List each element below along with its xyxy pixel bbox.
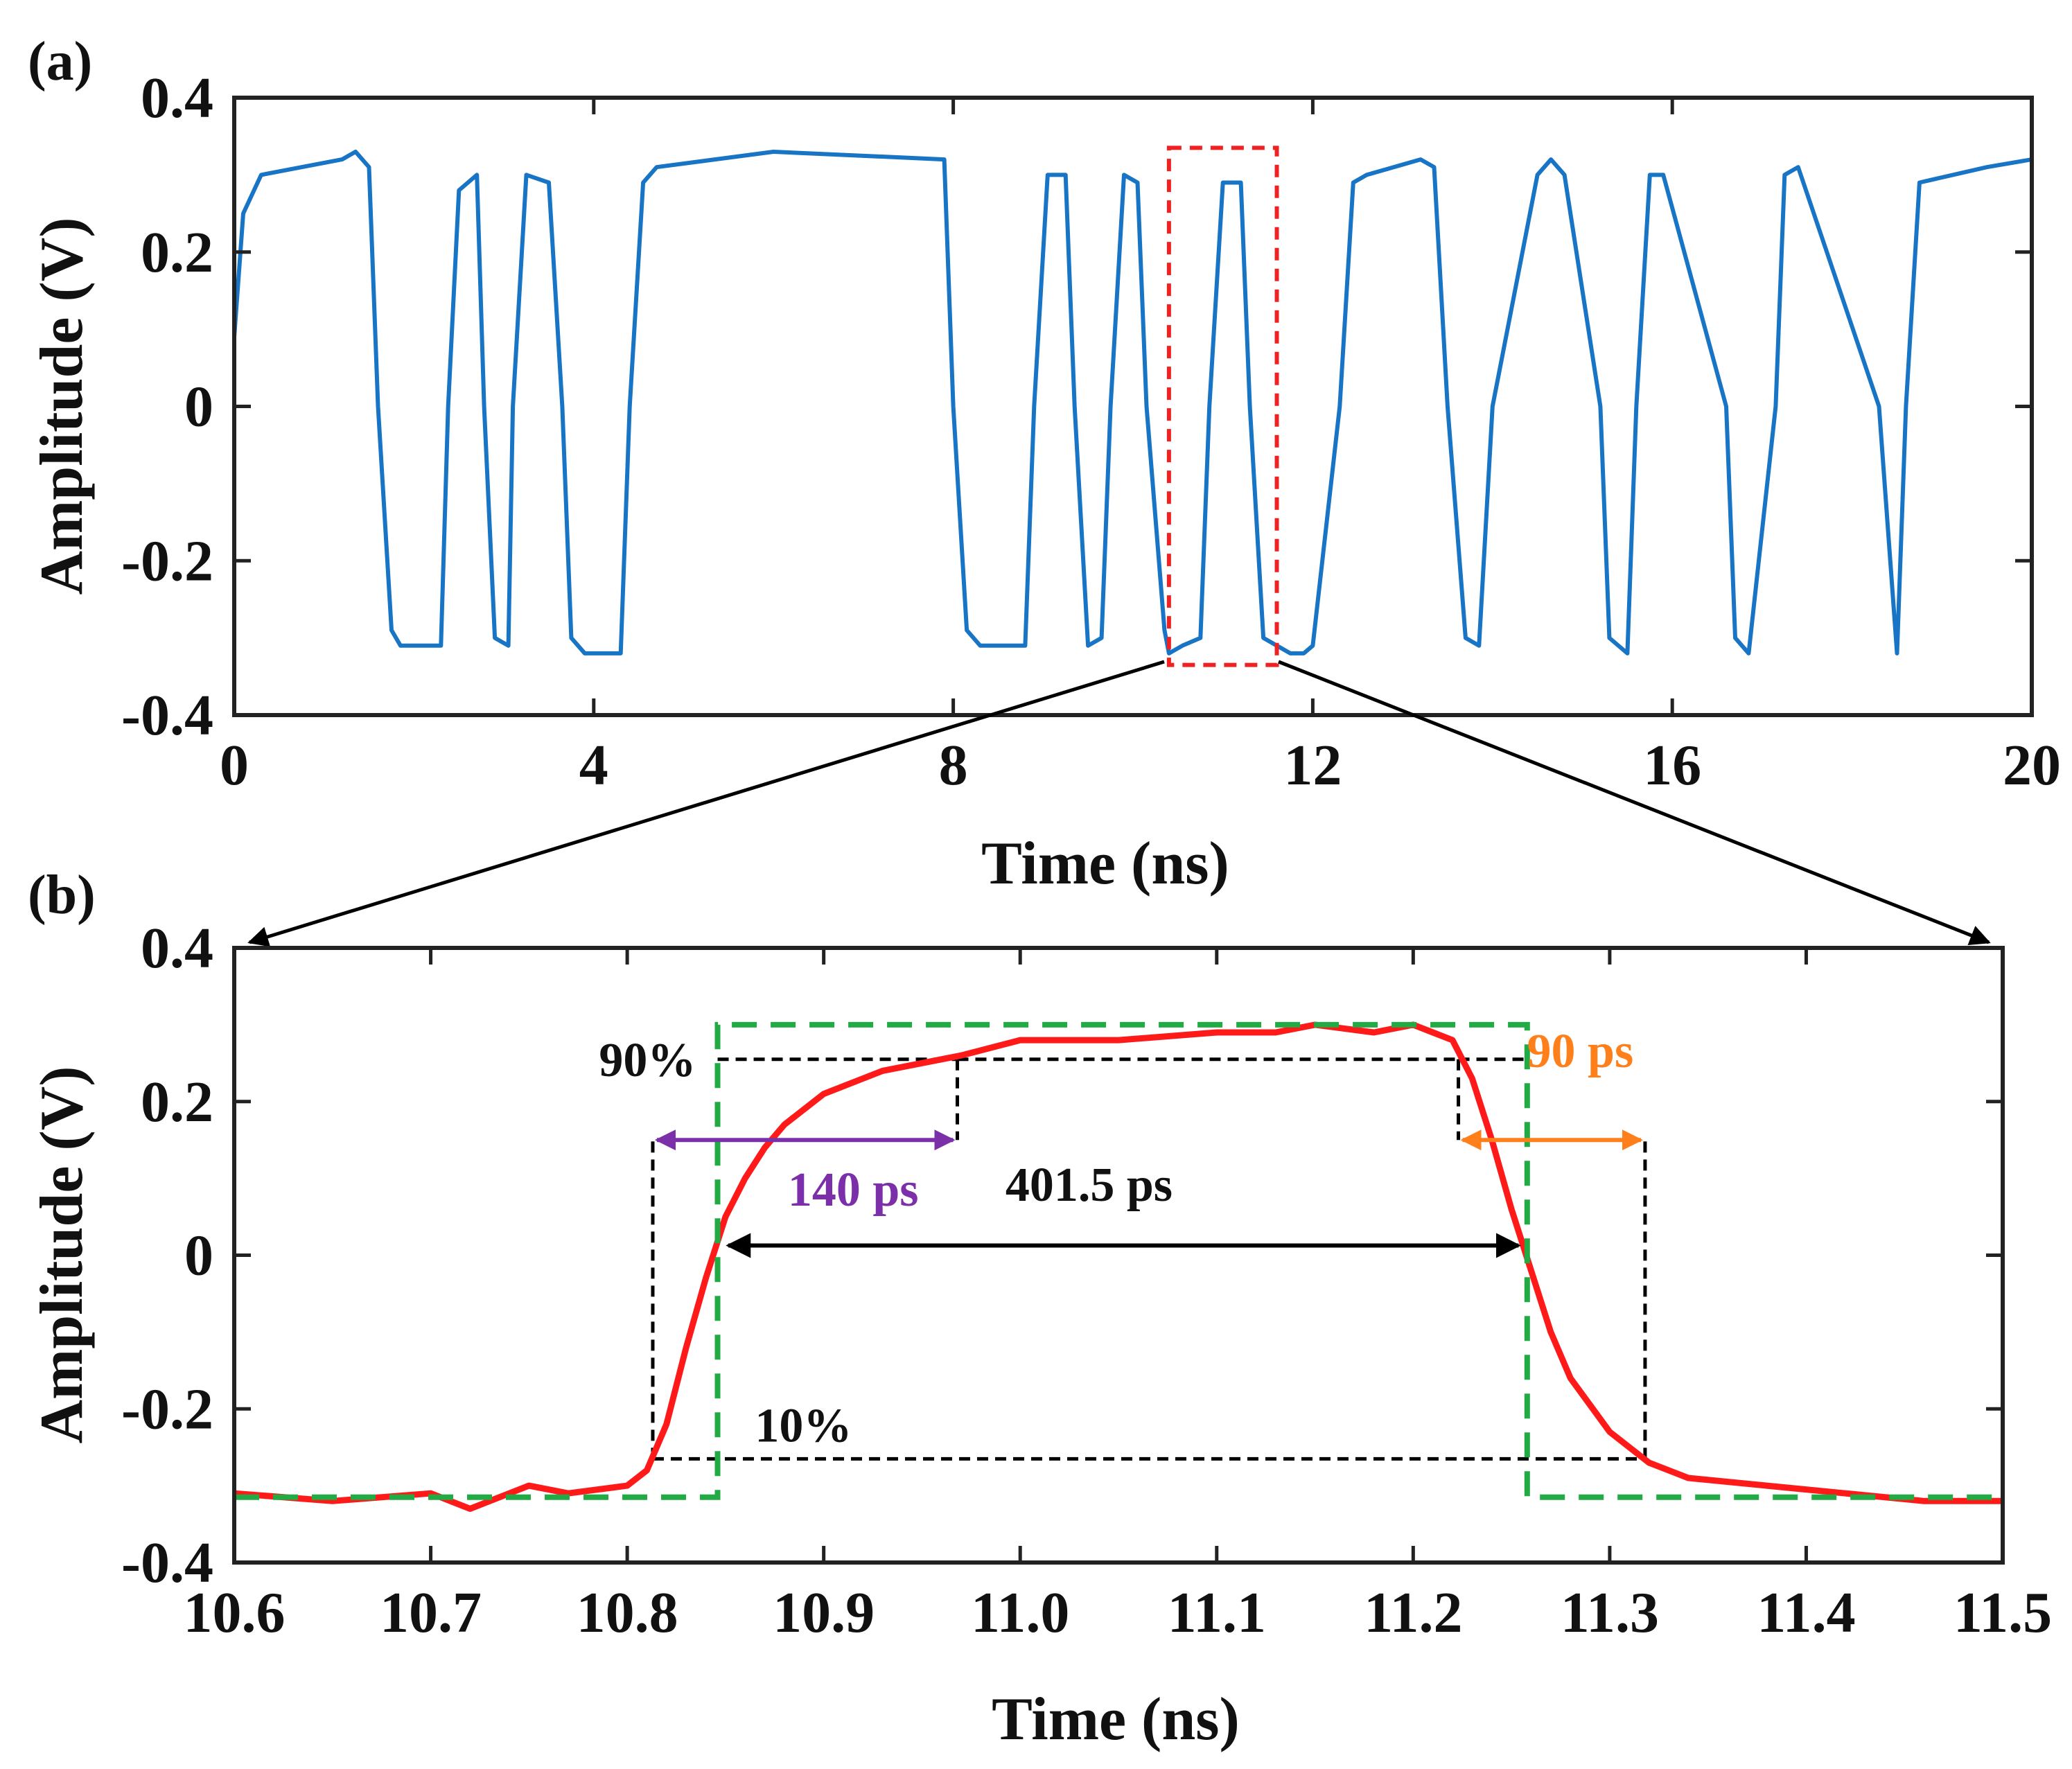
panel-b-y-ticks: 0.4 0.2 0 -0.2 -0.4 xyxy=(121,916,2003,1595)
panel-a-x-tick-label: 4 xyxy=(579,733,608,798)
panel-b-label: (b) xyxy=(28,865,96,926)
fall-time-label: 90 ps xyxy=(1527,1025,1634,1078)
zoom-region xyxy=(1166,146,1279,667)
panel-a-y-ticks: 0.4 0.2 0 -0.2 -0.4 xyxy=(121,66,2032,748)
panel-b-y-tick-label: -0.2 xyxy=(121,1377,213,1441)
panel-b-x-tick-label: 10.9 xyxy=(773,1581,875,1645)
panel-a-series xyxy=(232,150,2033,655)
panel-b-guides xyxy=(651,1057,1647,1461)
panel-b-x-tick-label: 11.3 xyxy=(1561,1581,1659,1645)
panel-a-x-tick-label: 12 xyxy=(1283,733,1342,798)
zoom-region-box xyxy=(1166,146,1279,667)
panel-b-x-tick-label: 11.4 xyxy=(1757,1581,1855,1645)
panel-b-x-axis-label: Time (ns) xyxy=(992,1686,1240,1753)
rise-time-label: 140 ps xyxy=(788,1163,919,1217)
panel-b-x-tick-label: 10.8 xyxy=(577,1581,678,1645)
label-10-percent: 10% xyxy=(755,1399,852,1452)
panel-b-x-tick-label: 11.5 xyxy=(1954,1581,2052,1645)
panel-a-x-tick-label: 16 xyxy=(1643,733,1701,798)
panel-a-y-tick-label: 0.4 xyxy=(141,66,213,130)
panel-a-x-tick-label: 8 xyxy=(939,733,968,798)
panel-a-y-tick-label: 0.2 xyxy=(141,220,213,285)
panel-a-x-ticks: 0 4 8 12 16 20 xyxy=(220,98,2061,798)
panel-b-y-tick-label: 0 xyxy=(184,1224,213,1288)
panel-b-annotations: 90% 10% 140 ps 90 ps 401.5 ps xyxy=(599,1025,1643,1452)
panel-b-x-tick-label: 10.7 xyxy=(380,1581,482,1645)
panel-b-y-tick-label: 0.4 xyxy=(141,916,213,980)
panel-a-waveform-line xyxy=(232,150,2033,655)
panel-b-y-tick-label: 0.2 xyxy=(141,1070,213,1134)
panel-b-y-axis-label: Amplitude (V) xyxy=(28,1066,96,1443)
panel-b-ideal-pulse-line xyxy=(234,1021,2003,1500)
panel-b-y-tick-label: -0.4 xyxy=(121,1531,213,1595)
panel-a-y-tick-label: -0.2 xyxy=(121,529,213,593)
panel-a-label: (a) xyxy=(28,31,92,92)
panel-a-axes-frame xyxy=(232,96,2034,717)
panel-a: (a) 0 4 8 12 16 20 0.40.20-0.2-0.4 Time (ns) … xyxy=(28,31,2061,897)
panel-b-x-tick-label: 11.1 xyxy=(1168,1581,1266,1645)
panel-a-x-tick-label: 0 xyxy=(220,733,249,798)
zoom-arrow-right xyxy=(1278,660,1991,946)
label-90-percent: 90% xyxy=(599,1034,696,1087)
panel-a-x-axis-label: Time (ns) xyxy=(981,830,1229,897)
panel-b-series xyxy=(234,1021,2003,1512)
panel-a-x-tick-label: 20 xyxy=(2003,733,2061,798)
panel-b-measured-pulse-line xyxy=(234,1021,2003,1512)
zoom-arrow-left xyxy=(247,660,1165,947)
panel-a-y-tick-label: 0 xyxy=(184,375,213,439)
panel-b-x-ticks: 10.6 10.7 10.8 10.9 11.0 11.1 11.2 11.3 11.4 11.5 xyxy=(184,948,2052,1645)
panel-b-x-tick-label: 10.6 xyxy=(184,1581,286,1645)
panel-b-x-tick-label: 11.2 xyxy=(1364,1581,1462,1645)
panel-a-y-tick-label: -0.4 xyxy=(121,683,213,748)
panel-b-x-tick-label: 11.0 xyxy=(971,1581,1069,1645)
pulse-width-label: 401.5 ps xyxy=(1006,1159,1173,1212)
panel-a-y-axis-label: Amplitude (V) xyxy=(28,217,96,595)
